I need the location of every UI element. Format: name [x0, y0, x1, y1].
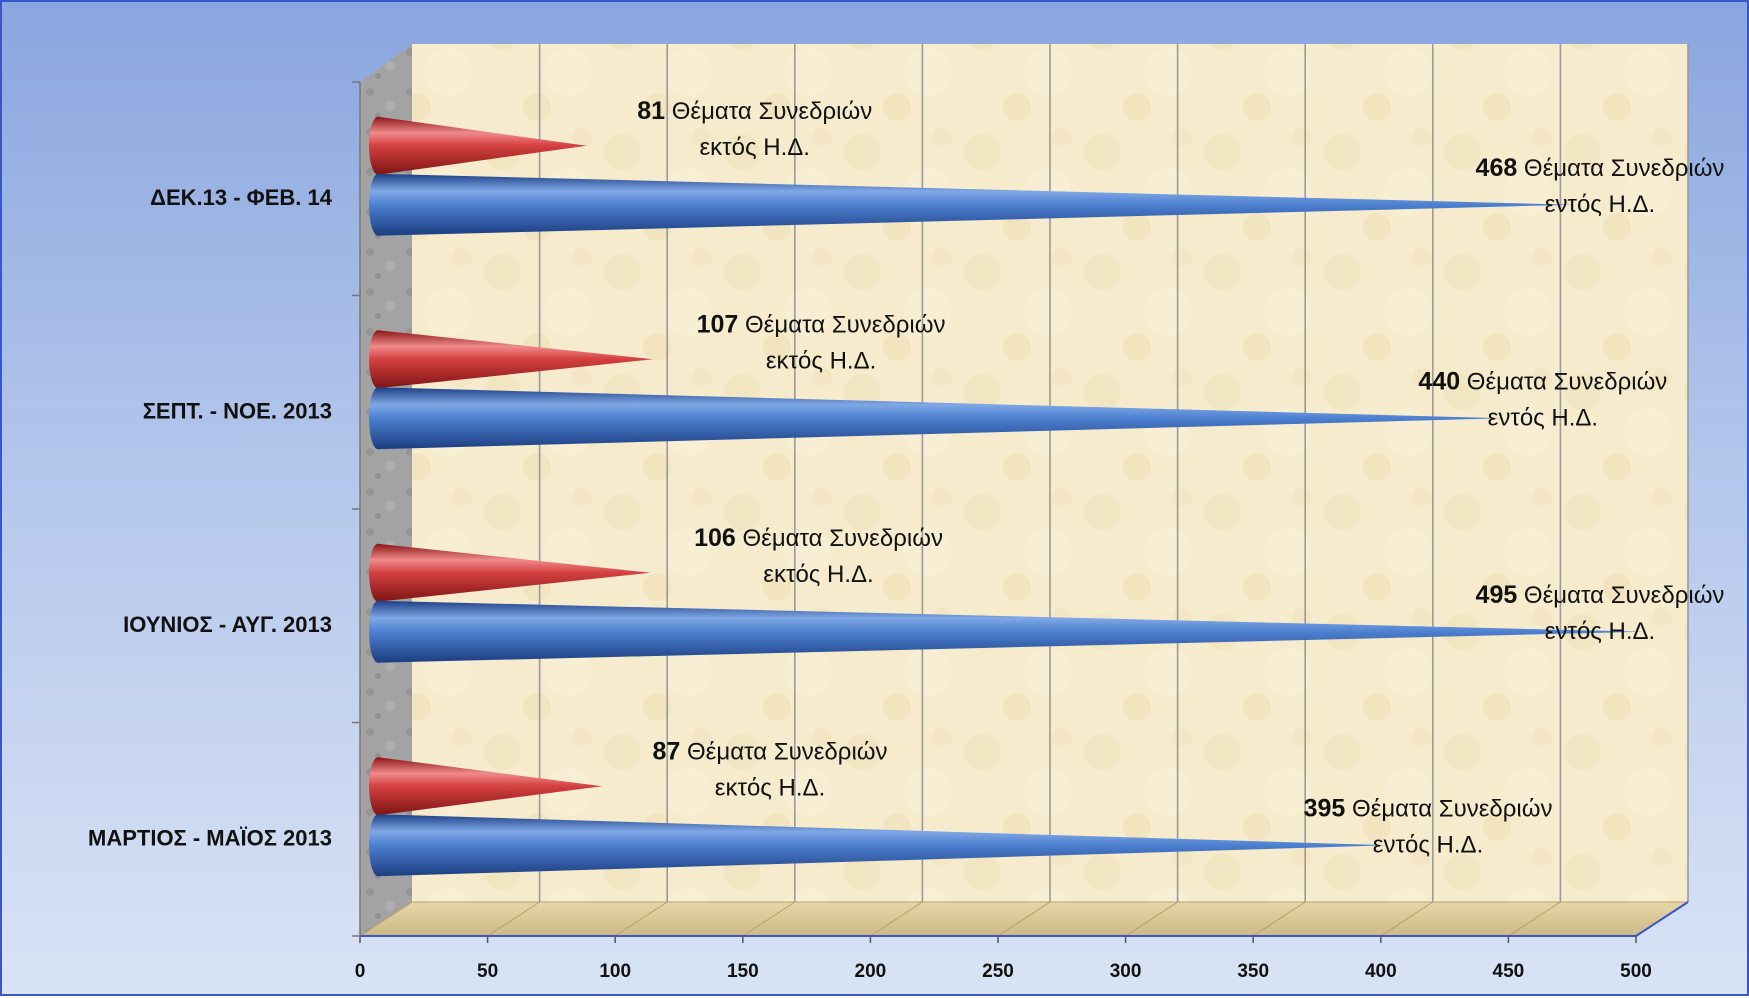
plot-side-wall [360, 44, 412, 936]
red-data-label-text: Θέματα Συνεδριών [736, 525, 943, 552]
red-cone [369, 543, 651, 602]
floor-gridline [1252, 901, 1306, 937]
blue-cone [369, 173, 1575, 236]
category-label: ΔΕΚ.13 - ΦΕΒ. 14 [150, 185, 333, 210]
floor-gridline [359, 901, 413, 937]
red-data-label-value: 81 [637, 97, 665, 125]
red-cone-body [378, 543, 651, 602]
blue-cone-body [378, 387, 1503, 450]
floor-gridline [997, 901, 1051, 937]
red-data-label-text: Θέματα Συνεδριών [738, 311, 945, 338]
red-cone [369, 757, 603, 816]
floor-gridline [487, 901, 540, 937]
blue-cone-body [378, 814, 1389, 877]
floor-gridline [614, 901, 668, 937]
axes [352, 81, 1689, 943]
blue-cone-base [369, 814, 387, 877]
blue-data-label-text: Θέματα Συνεδριών [1345, 795, 1552, 822]
x-tick-label: 50 [477, 961, 498, 982]
category-label: ΜΑΡΤΙΟΣ - ΜΑΪΟΣ 2013 [88, 825, 332, 850]
category-label: ΣΕΠΤ. - ΝΟΕ. 2013 [143, 398, 332, 423]
blue-data-label-text: Θέματα Συνεδριών [1517, 582, 1724, 609]
blue-cone-base [369, 387, 387, 450]
blue-data-label-line2: εντός Η.Δ. [1488, 404, 1598, 431]
red-data-label-line1: 81 Θέματα Συνεδριών [637, 97, 872, 125]
red-cone-body [378, 757, 603, 816]
blue-data-label-line2: εντός Η.Δ. [1373, 831, 1483, 858]
red-data-label-line1: 107 Θέματα Συνεδριών [697, 310, 946, 338]
floor-gridline [1508, 901, 1561, 937]
cone-bars [369, 116, 1644, 877]
blue-cone [369, 814, 1389, 877]
blue-data-label-line1: 495 Θέματα Συνεδριών [1476, 581, 1725, 609]
blue-data-label-value: 468 [1476, 154, 1518, 182]
floor-gridline [870, 901, 923, 937]
x-tick-label: 100 [599, 961, 631, 982]
x-tick-label: 150 [727, 961, 759, 982]
blue-cone-body [378, 173, 1575, 236]
red-data-label-line1: 106 Θέματα Συνεδριών [694, 524, 943, 552]
blue-data-label-value: 495 [1476, 581, 1518, 609]
blue-data-label-value: 440 [1418, 367, 1460, 395]
x-tick-label: 250 [982, 961, 1014, 982]
red-data-label-line2: εκτός Η.Δ. [715, 774, 825, 801]
red-cone-body [378, 116, 587, 175]
red-data-label-value: 107 [697, 310, 739, 338]
floor-gridline [1125, 901, 1178, 937]
category-labels: ΜΑΡΤΙΟΣ - ΜΑΪΟΣ 2013 ΙΟΥΝΙΟΣ - ΑΥΓ. 2013 Σ… [88, 185, 333, 851]
red-data-label-text: Θέματα Συνεδριών [665, 98, 872, 125]
blue-cone-body [378, 600, 1644, 663]
red-cone-base [369, 116, 387, 175]
blue-data-label-line1: 440 Θέματα Συνεδριών [1418, 367, 1667, 395]
x-tick-label: 500 [1620, 961, 1652, 982]
blue-data-label-line2: εντός Η.Δ. [1545, 618, 1655, 645]
blue-data-label-text: Θέματα Συνεδριών [1460, 368, 1667, 395]
x-tick-label: 0 [355, 961, 366, 982]
red-data-label-text: Θέματα Συνεδριών [680, 738, 887, 765]
red-data-label-line2: εκτός Η.Δ. [699, 134, 809, 161]
x-tick-label: 450 [1493, 961, 1525, 982]
red-cone-base [369, 330, 387, 389]
blue-data-label-line1: 468 Θέματα Συνεδριών [1476, 154, 1725, 182]
blue-data-label-text: Θέματα Συνεδριών [1517, 155, 1724, 182]
x-tick-label: 400 [1365, 961, 1397, 982]
x-tick-labels: 0 50 100 150 200 250 300 350 400 450 500 [355, 961, 1652, 982]
floor-gridline [1380, 901, 1434, 937]
red-data-label-value: 87 [653, 737, 681, 765]
blue-data-label-line2: εντός Η.Δ. [1545, 191, 1655, 218]
blue-cone-base [369, 173, 387, 236]
blue-cone [369, 387, 1503, 450]
red-data-label-value: 106 [694, 524, 736, 552]
blue-cone-base [369, 600, 387, 663]
red-data-label-line1: 87 Θέματα Συνεδριών [653, 737, 888, 765]
category-label: ΙΟΥΝΙΟΣ - ΑΥΓ. 2013 [123, 612, 332, 637]
red-cone-base [369, 543, 387, 602]
x-axis-depth-line [1635, 901, 1689, 937]
blue-data-label-value: 395 [1304, 794, 1346, 822]
red-data-label-line2: εκτός Η.Δ. [766, 347, 876, 374]
data-labels: 87 Θέματα Συνεδριών εκτός Η.Δ. 395 Θέματα … [637, 97, 1724, 859]
blue-data-label-line1: 395 Θέματα Συνεδριών [1304, 794, 1553, 822]
x-tick-label: 300 [1110, 961, 1142, 982]
red-cone [369, 116, 587, 175]
x-tick-label: 350 [1237, 961, 1269, 982]
red-data-label-line2: εκτός Η.Δ. [763, 561, 873, 588]
floor-gridline [742, 901, 796, 937]
red-cone-body [378, 330, 654, 389]
x-tick-label: 200 [855, 961, 887, 982]
red-cone [369, 330, 654, 389]
red-cone-base [369, 757, 387, 816]
blue-cone [369, 600, 1644, 663]
